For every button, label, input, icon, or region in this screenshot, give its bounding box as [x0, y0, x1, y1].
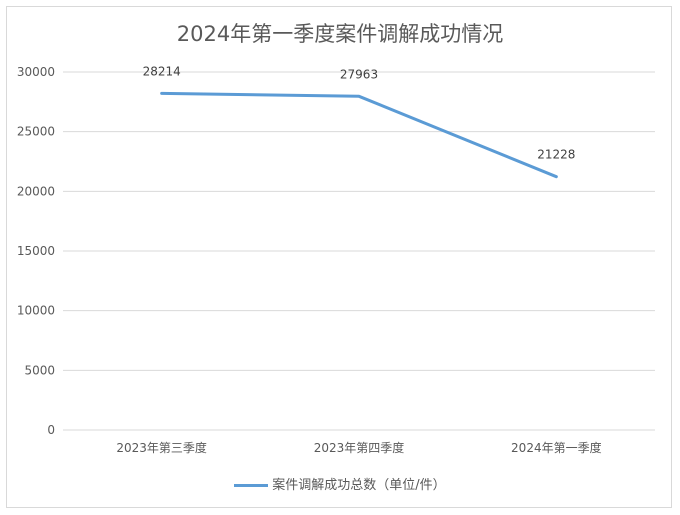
legend-line-swatch	[234, 484, 269, 487]
data-label: 27963	[340, 67, 378, 81]
data-label: 21228	[537, 148, 575, 162]
y-tick-label: 0	[47, 423, 55, 437]
x-tick-label: 2024年第一季度	[511, 440, 602, 455]
chart-title: 2024年第一季度案件调解成功情况	[176, 22, 504, 46]
legend: 案件调解成功总数（单位/件）	[0, 474, 680, 493]
y-tick-label: 5000	[24, 363, 55, 377]
y-tick-label: 20000	[17, 184, 55, 198]
x-tick-label: 2023年第四季度	[314, 440, 405, 455]
y-tick-label: 30000	[17, 65, 55, 79]
y-tick-label: 15000	[17, 244, 55, 258]
y-tick-label: 25000	[17, 125, 55, 139]
y-tick-label: 10000	[17, 304, 55, 318]
chart-area	[6, 6, 672, 508]
series-line	[160, 91, 558, 179]
x-tick-label: 2023年第三季度	[116, 440, 207, 455]
data-label: 28214	[143, 64, 181, 78]
legend-label: 案件调解成功总数（单位/件）	[272, 478, 446, 493]
